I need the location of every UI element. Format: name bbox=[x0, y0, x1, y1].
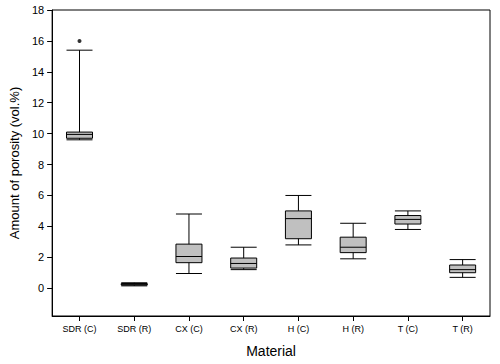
svg-text:0: 0 bbox=[38, 282, 44, 294]
svg-text:10: 10 bbox=[32, 128, 44, 140]
svg-text:Material: Material bbox=[246, 343, 296, 359]
svg-text:SDR (R): SDR (R) bbox=[117, 324, 151, 334]
svg-text:T (R): T (R) bbox=[452, 324, 472, 334]
svg-text:16: 16 bbox=[32, 35, 44, 47]
svg-text:SDR (C): SDR (C) bbox=[63, 324, 97, 334]
svg-text:18: 18 bbox=[32, 4, 44, 16]
svg-text:H (R): H (R) bbox=[342, 324, 364, 334]
svg-text:2: 2 bbox=[38, 251, 44, 263]
svg-text:CX (R): CX (R) bbox=[230, 324, 258, 334]
svg-text:6: 6 bbox=[38, 189, 44, 201]
svg-text:14: 14 bbox=[32, 66, 44, 78]
svg-text:4: 4 bbox=[38, 220, 44, 232]
svg-text:T (C): T (C) bbox=[398, 324, 418, 334]
svg-text:H (C): H (C) bbox=[288, 324, 310, 334]
svg-text:CX (C): CX (C) bbox=[175, 324, 203, 334]
svg-text:12: 12 bbox=[32, 97, 44, 109]
svg-text:Amount of porosity (vol.%): Amount of porosity (vol.%) bbox=[7, 87, 22, 239]
svg-text:8: 8 bbox=[38, 159, 44, 171]
